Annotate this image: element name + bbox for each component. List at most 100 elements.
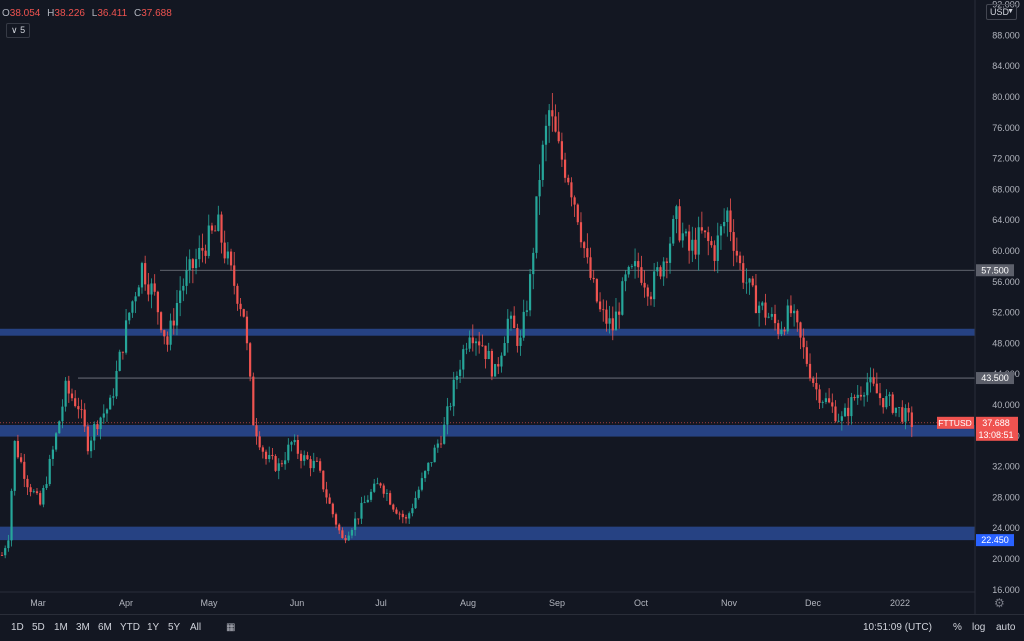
candle-body bbox=[738, 255, 742, 264]
candle-body bbox=[156, 291, 159, 313]
candle-body bbox=[513, 315, 516, 329]
candle-body bbox=[751, 278, 754, 286]
clock-time[interactable]: 10:51:09 (UTC) bbox=[863, 622, 932, 633]
candle-body bbox=[535, 196, 538, 253]
candle-body bbox=[707, 232, 710, 242]
candle-body bbox=[23, 461, 26, 479]
candle-body bbox=[271, 454, 274, 457]
candle-body bbox=[786, 305, 789, 332]
candle-body bbox=[653, 271, 656, 300]
candle-body bbox=[121, 351, 124, 353]
candle-body bbox=[525, 310, 528, 312]
range-1y-button[interactable]: 1Y bbox=[147, 622, 160, 633]
candle-body bbox=[204, 250, 207, 256]
candle-body bbox=[474, 341, 478, 344]
candle-body bbox=[223, 242, 226, 259]
candle-body bbox=[258, 436, 261, 448]
candle-body bbox=[522, 311, 525, 338]
candle-body bbox=[39, 493, 42, 505]
range-all-button[interactable]: All bbox=[190, 622, 202, 633]
support-zones bbox=[0, 328, 975, 541]
candle-body bbox=[891, 394, 894, 413]
percent-toggle[interactable]: % bbox=[953, 622, 962, 633]
candle-body bbox=[808, 363, 812, 379]
price-axis: 16.00020.00024.00028.00032.00036.00040.0… bbox=[974, 0, 1020, 614]
candle-body bbox=[77, 406, 80, 410]
candle-body bbox=[516, 328, 519, 346]
candle-body bbox=[598, 301, 602, 310]
candle-body bbox=[904, 408, 907, 422]
candle-body bbox=[497, 364, 500, 367]
range-6m-button[interactable]: 6M bbox=[98, 622, 112, 633]
range-1d-button[interactable]: 1D bbox=[11, 622, 24, 633]
candle-body bbox=[385, 493, 389, 494]
candle-body bbox=[366, 499, 369, 503]
candle-body bbox=[831, 402, 834, 407]
interval-badge[interactable]: ∨ 5 bbox=[6, 23, 31, 38]
candle-body bbox=[703, 230, 707, 233]
candle-body bbox=[544, 125, 548, 145]
range-5y-button[interactable]: 5Y bbox=[168, 622, 181, 633]
candle-body bbox=[354, 518, 357, 530]
interval-value: 5 bbox=[20, 25, 26, 35]
price-labels: 57.500 43.500 22.450 FTTUSD 37.688 13:08:51 bbox=[937, 264, 1018, 547]
candle-body bbox=[153, 283, 156, 292]
candle-body bbox=[32, 491, 35, 493]
candle-body bbox=[137, 287, 140, 297]
x-tick-label: May bbox=[200, 598, 218, 608]
candle-body bbox=[678, 206, 681, 241]
candle-body bbox=[894, 407, 898, 413]
candle-body bbox=[866, 382, 869, 396]
candle-body bbox=[793, 310, 796, 314]
candle-body bbox=[824, 398, 828, 403]
candle-body bbox=[86, 426, 89, 452]
level-label-bg bbox=[976, 372, 1014, 385]
range-1m-button[interactable]: 1M bbox=[54, 622, 68, 633]
candle-body bbox=[322, 470, 325, 490]
range-ytd-button[interactable]: YTD bbox=[120, 622, 140, 633]
candle-body bbox=[745, 282, 748, 284]
candle-body bbox=[198, 247, 201, 260]
open-label: O bbox=[2, 8, 10, 19]
candle-body bbox=[853, 397, 856, 399]
candle-body bbox=[726, 210, 729, 222]
y-tick-label: 16.000 bbox=[992, 585, 1020, 595]
candle-body bbox=[172, 320, 175, 326]
candle-body bbox=[217, 214, 220, 231]
range-3m-button[interactable]: 3M bbox=[76, 622, 90, 633]
candle-body bbox=[773, 314, 777, 324]
range-5d-button[interactable]: 5D bbox=[32, 622, 45, 633]
candle-body bbox=[901, 407, 904, 422]
candle-body bbox=[446, 406, 449, 425]
candle-body bbox=[828, 398, 831, 403]
calendar-icon[interactable]: ▦ bbox=[226, 622, 236, 633]
log-toggle[interactable]: log bbox=[972, 622, 986, 633]
candle-body bbox=[214, 230, 217, 232]
candles bbox=[0, 93, 913, 559]
candle-body bbox=[471, 337, 474, 344]
last-price-label: 37.688 bbox=[982, 418, 1010, 428]
candle-body bbox=[427, 462, 430, 472]
candle-body bbox=[233, 265, 236, 286]
candle-body bbox=[863, 395, 866, 397]
candle-body bbox=[885, 396, 888, 408]
currency-select[interactable]: USD ▼ bbox=[986, 4, 1017, 20]
gear-icon[interactable]: ⚙ bbox=[994, 596, 1005, 610]
candle-body bbox=[700, 227, 703, 231]
candle-body bbox=[646, 287, 649, 297]
candle-body bbox=[201, 247, 204, 251]
auto-toggle[interactable]: auto bbox=[996, 622, 1016, 633]
y-tick-label: 24.000 bbox=[992, 523, 1020, 533]
candle-body bbox=[16, 440, 20, 458]
x-tick-label: Apr bbox=[119, 598, 133, 608]
candle-body bbox=[595, 279, 598, 302]
candle-body bbox=[611, 318, 614, 331]
candle-body bbox=[872, 377, 875, 384]
candle-body bbox=[783, 329, 786, 332]
x-tick-label: Aug bbox=[460, 598, 476, 608]
candle-body bbox=[236, 285, 239, 304]
candle-body bbox=[185, 270, 188, 286]
candle-body bbox=[408, 513, 411, 519]
candle-body bbox=[796, 310, 799, 323]
